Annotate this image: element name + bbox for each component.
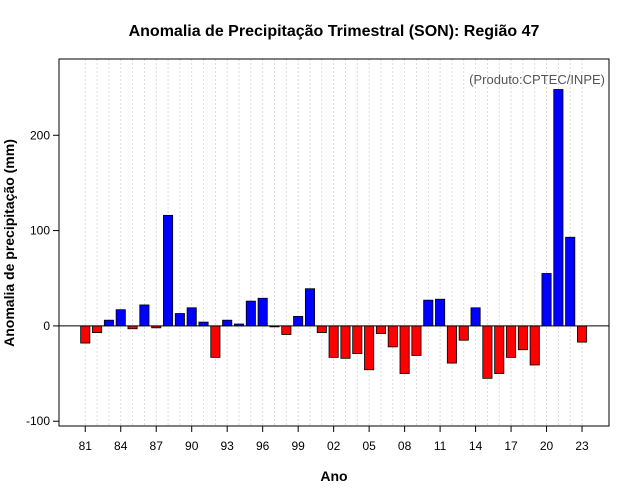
bar-2005: [364, 325, 375, 371]
bar-2022: [565, 236, 576, 327]
bar-2014: [470, 307, 481, 327]
x-tick-label: 17: [504, 439, 518, 453]
bar-1991: [198, 321, 209, 327]
bar-2017: [506, 325, 517, 358]
plot-frame: [58, 58, 610, 427]
credit-label: (Produto:CPTEC/INPE): [469, 72, 605, 87]
bar-2009: [411, 325, 422, 356]
bar-2018: [517, 325, 528, 351]
bar-1982: [92, 325, 103, 333]
bar-2015: [482, 325, 493, 379]
y-axis: -100 0 100 200: [26, 128, 59, 428]
y-tick-label: 0: [43, 319, 50, 333]
bar-2012: [446, 325, 457, 364]
bar-2007: [387, 325, 398, 348]
bar-2003: [340, 325, 351, 359]
y-tick-label: 100: [30, 224, 50, 238]
bar-2019: [529, 325, 540, 366]
x-tick-label: 96: [256, 439, 270, 453]
x-tick-label: 99: [291, 439, 305, 453]
chart-title: Anomalia de Precipitação Trimestral (SON…: [129, 23, 540, 40]
bar-2010: [423, 299, 434, 327]
grid-lines: [84, 59, 583, 426]
bar-2023: [577, 325, 588, 343]
bar-1996: [257, 297, 268, 327]
x-tick-label: 84: [114, 439, 128, 453]
bar-2008: [399, 325, 410, 374]
bar-1998: [281, 325, 292, 335]
bar-1990: [186, 307, 197, 327]
bar-1993: [222, 319, 233, 327]
x-tick-label: 02: [327, 439, 341, 453]
x-tick-label: 14: [469, 439, 483, 453]
bar-1995: [245, 300, 256, 327]
bar-1984: [115, 309, 126, 327]
bar-1981: [80, 325, 91, 344]
bar-2004: [352, 325, 363, 354]
x-tick-label: 81: [79, 439, 93, 453]
bars: [80, 89, 588, 379]
bar-2001: [316, 325, 327, 333]
y-tick-label: -100: [26, 414, 50, 428]
x-tick-label: 11: [434, 439, 447, 453]
bar-2002: [328, 325, 339, 358]
bar-2021: [553, 89, 564, 327]
bar-1992: [210, 325, 221, 358]
x-axis-label: Ano: [320, 468, 347, 484]
bar-2013: [458, 325, 469, 341]
bar-1986: [139, 304, 150, 327]
x-tick-label: 08: [398, 439, 412, 453]
x-axis: 81 84 87 90 93 96 99 02 05 08 11 14 17 20 23: [79, 426, 589, 453]
x-tick-label: 87: [150, 439, 164, 453]
bar-1988: [163, 214, 174, 327]
x-tick-label: 05: [362, 439, 376, 453]
bar-1983: [103, 319, 114, 327]
x-tick-label: 93: [221, 439, 235, 453]
bar-2016: [494, 325, 505, 374]
bar-2000: [304, 288, 316, 327]
bar-2011: [435, 298, 446, 327]
bar-2006: [375, 325, 386, 334]
bar-1989: [174, 313, 185, 327]
y-tick-label: 200: [30, 128, 50, 142]
bar-2020: [541, 273, 552, 327]
x-tick-label: 23: [575, 439, 589, 453]
y-axis-label: Anomalia de precipitação (mm): [1, 139, 17, 347]
x-tick-label: 20: [540, 439, 554, 453]
bar-1999: [293, 315, 304, 327]
x-tick-label: 90: [185, 439, 199, 453]
